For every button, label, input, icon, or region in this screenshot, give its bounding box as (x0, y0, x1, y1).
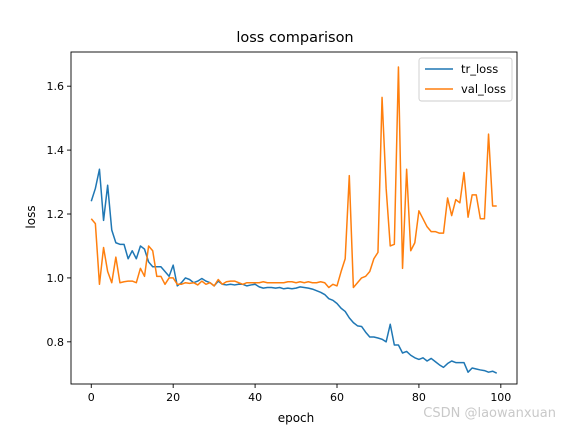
x-axis-label: epoch (278, 411, 315, 425)
x-tick-label: 0 (88, 391, 95, 404)
axes: 0 20 40 60 80 100 0.8 1.0 1.2 1.4 1.6 (47, 51, 518, 404)
legend-label-tr-loss: tr_loss (461, 62, 498, 76)
y-tick-label: 1.2 (47, 208, 65, 221)
axes-frame (70, 51, 518, 385)
series-line-tr-loss (90, 168, 498, 374)
x-tick-label: 80 (412, 391, 426, 404)
x-tick-label: 100 (490, 391, 511, 404)
y-tick-label: 0.8 (47, 336, 65, 349)
x-tick-label: 20 (166, 391, 180, 404)
y-tick-label: 1.6 (47, 80, 65, 93)
x-tick-label: 40 (248, 391, 262, 404)
chart-title: loss comparison (236, 30, 353, 46)
x-tick-label: 60 (330, 391, 344, 404)
y-tick-label: 1.4 (47, 144, 65, 157)
y-tick-label: 1.0 (47, 272, 65, 285)
legend: tr_loss val_loss (418, 57, 513, 102)
plot-area (90, 66, 498, 374)
y-axis-label: loss (24, 205, 38, 228)
watermark: CSDN @laowanxuan (423, 406, 556, 421)
series-line-val-loss (90, 66, 497, 289)
legend-label-val-loss: val_loss (461, 82, 506, 96)
